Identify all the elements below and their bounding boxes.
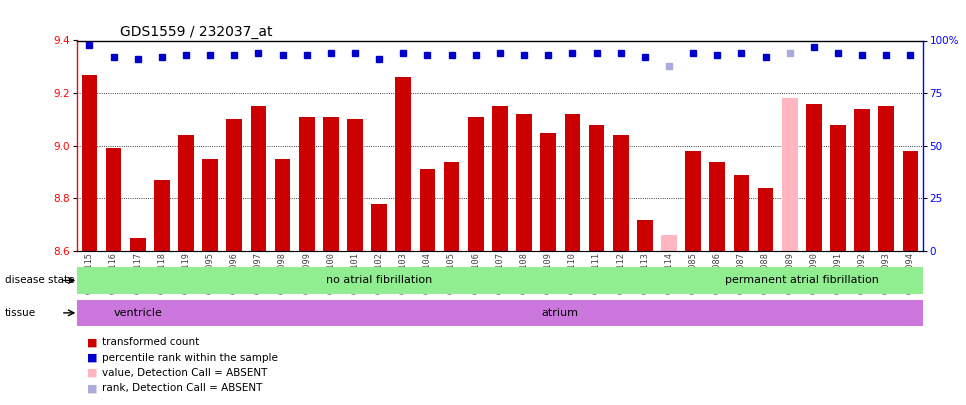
Bar bbox=[443, 162, 460, 251]
Text: percentile rank within the sample: percentile rank within the sample bbox=[102, 353, 278, 362]
Bar bbox=[516, 114, 532, 251]
Bar bbox=[178, 135, 194, 251]
Bar bbox=[564, 114, 581, 251]
Bar bbox=[806, 104, 822, 251]
Bar bbox=[685, 151, 701, 251]
Bar bbox=[588, 125, 605, 251]
Text: ventricle: ventricle bbox=[113, 308, 162, 318]
Text: permanent atrial fibrillation: permanent atrial fibrillation bbox=[724, 275, 879, 286]
Text: ■: ■ bbox=[87, 384, 98, 393]
Bar bbox=[129, 238, 146, 251]
Bar bbox=[612, 135, 629, 251]
Bar bbox=[637, 220, 653, 251]
Bar bbox=[105, 148, 122, 251]
Bar bbox=[81, 75, 98, 251]
Bar bbox=[757, 188, 774, 251]
Bar bbox=[902, 151, 919, 251]
Bar bbox=[298, 117, 315, 251]
Bar bbox=[347, 119, 363, 251]
Bar bbox=[395, 77, 412, 251]
Bar bbox=[323, 117, 339, 251]
Bar bbox=[468, 117, 484, 251]
Text: rank, Detection Call = ABSENT: rank, Detection Call = ABSENT bbox=[102, 384, 263, 393]
Bar bbox=[274, 159, 291, 251]
Text: ■: ■ bbox=[87, 337, 98, 347]
Bar bbox=[77, 267, 681, 294]
Text: transformed count: transformed count bbox=[102, 337, 200, 347]
Text: GDS1559 / 232037_at: GDS1559 / 232037_at bbox=[120, 26, 272, 39]
Bar bbox=[709, 162, 725, 251]
Bar bbox=[154, 180, 170, 251]
Text: ■: ■ bbox=[87, 368, 98, 378]
Bar bbox=[419, 169, 436, 251]
Bar bbox=[492, 106, 508, 251]
Bar bbox=[250, 106, 267, 251]
Bar bbox=[733, 175, 750, 251]
Bar bbox=[202, 159, 218, 251]
Bar bbox=[226, 119, 242, 251]
Text: ■: ■ bbox=[87, 353, 98, 362]
Bar bbox=[681, 267, 923, 294]
Text: atrium: atrium bbox=[542, 308, 579, 318]
Text: no atrial fibrillation: no atrial fibrillation bbox=[327, 275, 432, 286]
Text: value, Detection Call = ABSENT: value, Detection Call = ABSENT bbox=[102, 368, 268, 378]
Bar bbox=[77, 300, 198, 326]
Bar bbox=[371, 204, 387, 251]
Bar bbox=[854, 109, 870, 251]
Bar bbox=[540, 132, 556, 251]
Bar bbox=[830, 125, 846, 251]
Text: tissue: tissue bbox=[5, 308, 36, 318]
Bar bbox=[781, 98, 798, 251]
Bar bbox=[878, 106, 895, 251]
Text: disease state: disease state bbox=[5, 275, 74, 285]
Bar bbox=[198, 300, 923, 326]
Bar bbox=[661, 235, 677, 251]
